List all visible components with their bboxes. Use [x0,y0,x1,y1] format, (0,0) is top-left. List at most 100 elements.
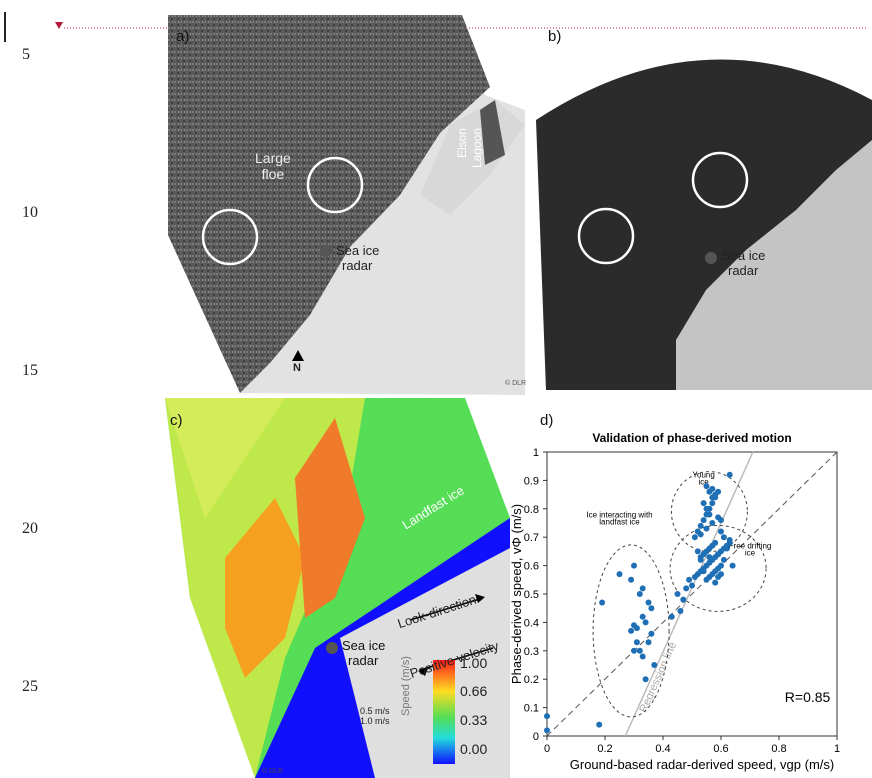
y-axis-label: Phase-derived speed, vΦ (m/s) [509,504,524,684]
y-tick-label: 0.1 [524,703,539,715]
interacting-ice-ellipse [592,544,670,718]
radar-c-line1: Sea ice [342,638,386,653]
y-tick-label: 0.3 [524,646,539,658]
panel-b-label: b) [548,28,562,45]
x-tick-label: 0 [544,743,550,755]
data-point [712,539,719,546]
panel-c-radar-label: Sea ice radar [342,638,385,668]
y-tick-label: 0.5 [524,589,539,601]
line-number-5: 5 [22,46,30,63]
free-drifting-ellipse [669,524,767,612]
radar-b-line1: Sea ice [722,248,766,263]
data-point [636,591,643,597]
panel-c-credit: © DLR [262,768,284,775]
r-value-label: R=0.85 [785,689,831,705]
data-point [697,556,704,563]
data-point [544,727,550,734]
data-point [703,505,710,512]
panel-a-sar-image [168,15,525,395]
data-point [628,576,635,583]
data-point [709,520,716,526]
data-point [639,653,646,660]
line-number-15: 15 [22,362,38,379]
data-point [639,613,646,620]
scale-label-1.0: 1.0 m/s [360,716,390,726]
data-point [633,639,640,646]
data-point [689,582,695,589]
regression-line [624,451,754,737]
radar-c-line2: radar [348,653,379,668]
y-tick-label: 0.6 [524,561,539,573]
lagoon-label-line2: Lagoon [470,128,484,169]
panel-a-label: a) [176,28,190,45]
data-point [599,599,606,606]
y-tick-label: 0.2 [524,674,539,686]
data-point [677,608,684,615]
x-axis-label: Ground-based radar-derived speed, vgp (m… [570,757,834,772]
data-point [648,605,655,612]
data-point [651,662,658,668]
data-point [642,619,649,626]
data-point [718,571,724,578]
data-point [680,596,687,603]
data-point [697,522,704,529]
interacting-label-1: Ice interacting with [586,510,652,519]
marker-triangle-icon [55,22,63,29]
data-point [709,500,716,507]
y-tick-label: 0.8 [524,504,539,516]
data-point [631,647,637,654]
data-point [712,579,719,586]
data-point [718,562,724,569]
floe-label-line2: floe [261,166,285,182]
data-point [645,599,652,606]
data-point [703,525,710,532]
data-point [631,562,637,569]
data-point [709,485,716,492]
data-point [648,630,655,637]
north-label: N [293,362,301,374]
scale-label-0.5: 0.5 m/s [360,706,390,716]
lagoon-label-line1: Elson [455,128,469,159]
data-point [700,517,707,524]
data-point [686,576,693,583]
radar-b-line2: radar [728,263,759,278]
x-tick-label: 1 [834,743,840,755]
panel-b-radar-label: Sea ice radar [722,248,765,278]
data-point [645,639,652,646]
panel-d-label: d) [540,412,554,429]
lagoon-label-2: Lagoon [470,128,484,168]
data-point [726,537,733,544]
young-ice-label-2: ice [698,478,709,487]
data-point [596,721,603,728]
x-tick-label: 0.8 [771,743,786,755]
data-point [639,585,646,592]
data-point [642,676,649,683]
panel-c-speed-map [165,398,510,778]
data-point [628,627,635,634]
data-point [720,534,727,541]
colorbar-tick-0.33: 0.33 [460,712,488,728]
data-point [723,545,730,552]
young-ice-label-1: Young [692,471,714,480]
floe-label-line1: Large [255,150,291,166]
data-point [668,613,675,620]
free-drifting-label-2: ice [745,549,756,558]
colorbar-tick-1.00: 1.00 [460,655,488,671]
margin-rule [4,12,6,42]
data-point [706,511,713,518]
y-tick-label: 0.4 [524,617,539,629]
data-point [616,571,623,578]
x-tick-label: 0.2 [597,743,612,755]
line-number-20: 20 [22,520,38,537]
y-tick-label: 0.7 [524,532,539,544]
data-point [720,556,727,563]
y-tick-label: 0 [533,731,539,743]
panel-a-credit: © DLR [505,380,527,387]
panel-b-radar-image [536,40,872,390]
data-point [674,591,681,597]
one-to-one-line [546,451,838,737]
colorbar-tick-0.00: 0.00 [460,741,488,757]
data-point [715,514,722,521]
data-point [683,585,690,592]
lagoon-label: Elson [455,128,469,158]
